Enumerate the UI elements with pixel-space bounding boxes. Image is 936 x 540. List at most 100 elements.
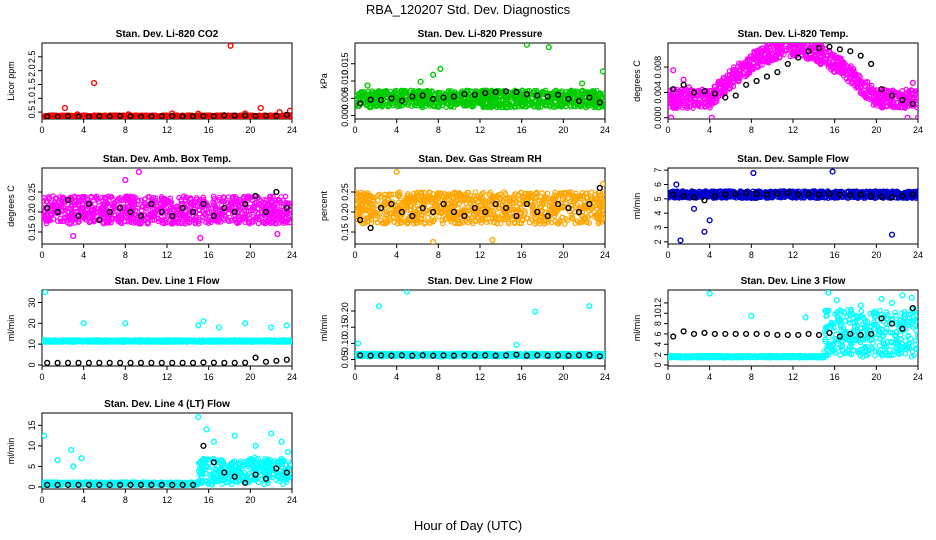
band-point [75,198,82,204]
band-point [355,93,359,99]
band-point [229,194,236,201]
band-point [557,103,564,109]
y-tick-label: 3 [653,225,663,230]
hourly-point [492,88,499,96]
data-point [489,236,496,244]
band-point [601,90,605,97]
band-point [407,196,413,203]
hourly-point [96,216,103,224]
y-axis-label: degrees C [632,60,642,102]
band-point [547,199,554,206]
x-tick-label: 20 [245,250,255,260]
band-point [915,87,918,94]
hourly-point [54,208,61,216]
hourly-point [534,92,541,99]
band-point [406,100,413,106]
band-point [563,200,569,207]
band-point [801,43,807,46]
hourly-point [430,208,437,216]
band-point [529,211,536,217]
x-tick-label: 8 [123,125,128,135]
band-point [519,217,526,224]
band-point [489,214,495,221]
hourly-point [231,112,238,119]
y-tick-label: 0.004 [653,81,663,104]
band-point [874,92,880,99]
band-point [452,95,459,101]
band-point [745,70,752,76]
band-point [588,202,594,209]
x-tick-label: 24 [600,250,610,260]
y-tick-label: 0.15 [340,223,350,241]
band-point [98,208,105,215]
band-point [668,104,672,110]
x-tick-label: 20 [245,125,255,135]
hourly-point [430,95,437,103]
data-point [61,104,69,112]
hourly-point [148,113,155,119]
band-point [497,216,503,223]
band-point [839,67,846,74]
y-tick-label: 2.5 [27,51,37,64]
hourly-point [283,204,290,212]
y-tick-label: 0.008 [653,56,663,79]
chart-title: Stan. Dev. Sample Flow [737,154,849,165]
band-point [418,190,425,197]
band-point [570,88,576,95]
band-point [414,88,421,95]
hourly-point [690,89,698,96]
band-point [517,93,524,100]
band-point [446,98,453,104]
plot-frame [667,167,919,245]
band-point [538,212,544,219]
band-point [410,199,417,206]
data-point [696,92,703,99]
band-point [111,200,117,207]
band-point [355,205,361,211]
band-point [400,91,406,97]
band-point [530,202,537,208]
band-point [812,43,819,47]
x-tick-label: 16 [517,125,527,135]
band-point [569,215,576,222]
hourly-point [377,96,385,104]
band-point [382,89,389,95]
band-point [393,97,400,104]
hourly-point [137,113,145,119]
band-point [192,216,198,223]
x-tick-label: 4 [394,250,399,260]
band-point [385,100,392,107]
y-tick-label: 0.000 [340,104,350,127]
band-point [521,208,528,214]
hourly-point [252,192,259,200]
band-point [820,59,827,65]
hourly-point [701,88,708,95]
band-point [426,198,433,205]
band-point [465,94,472,101]
band-point [160,202,167,209]
band-point [510,196,517,203]
data-point [523,43,530,48]
band-point [843,75,850,82]
band-point [201,211,208,218]
band-point [504,199,510,205]
band-point [676,100,682,107]
band-point [557,217,563,224]
band-point [535,94,542,100]
band-point [278,194,284,200]
hourly-point [158,113,165,119]
band-point [552,99,558,105]
data-point [545,44,552,51]
band-point [425,91,432,98]
band-point [81,197,87,204]
band-point [475,198,482,205]
band-point [375,87,382,94]
band-point [486,191,493,198]
band-point [282,193,289,200]
band-point [186,112,193,119]
band-point [533,189,540,196]
band-point [753,48,760,54]
data-point [135,168,142,176]
hourly-point [44,204,51,212]
chart-title: Stan. Dev. Li-820 Temp. [738,29,849,40]
